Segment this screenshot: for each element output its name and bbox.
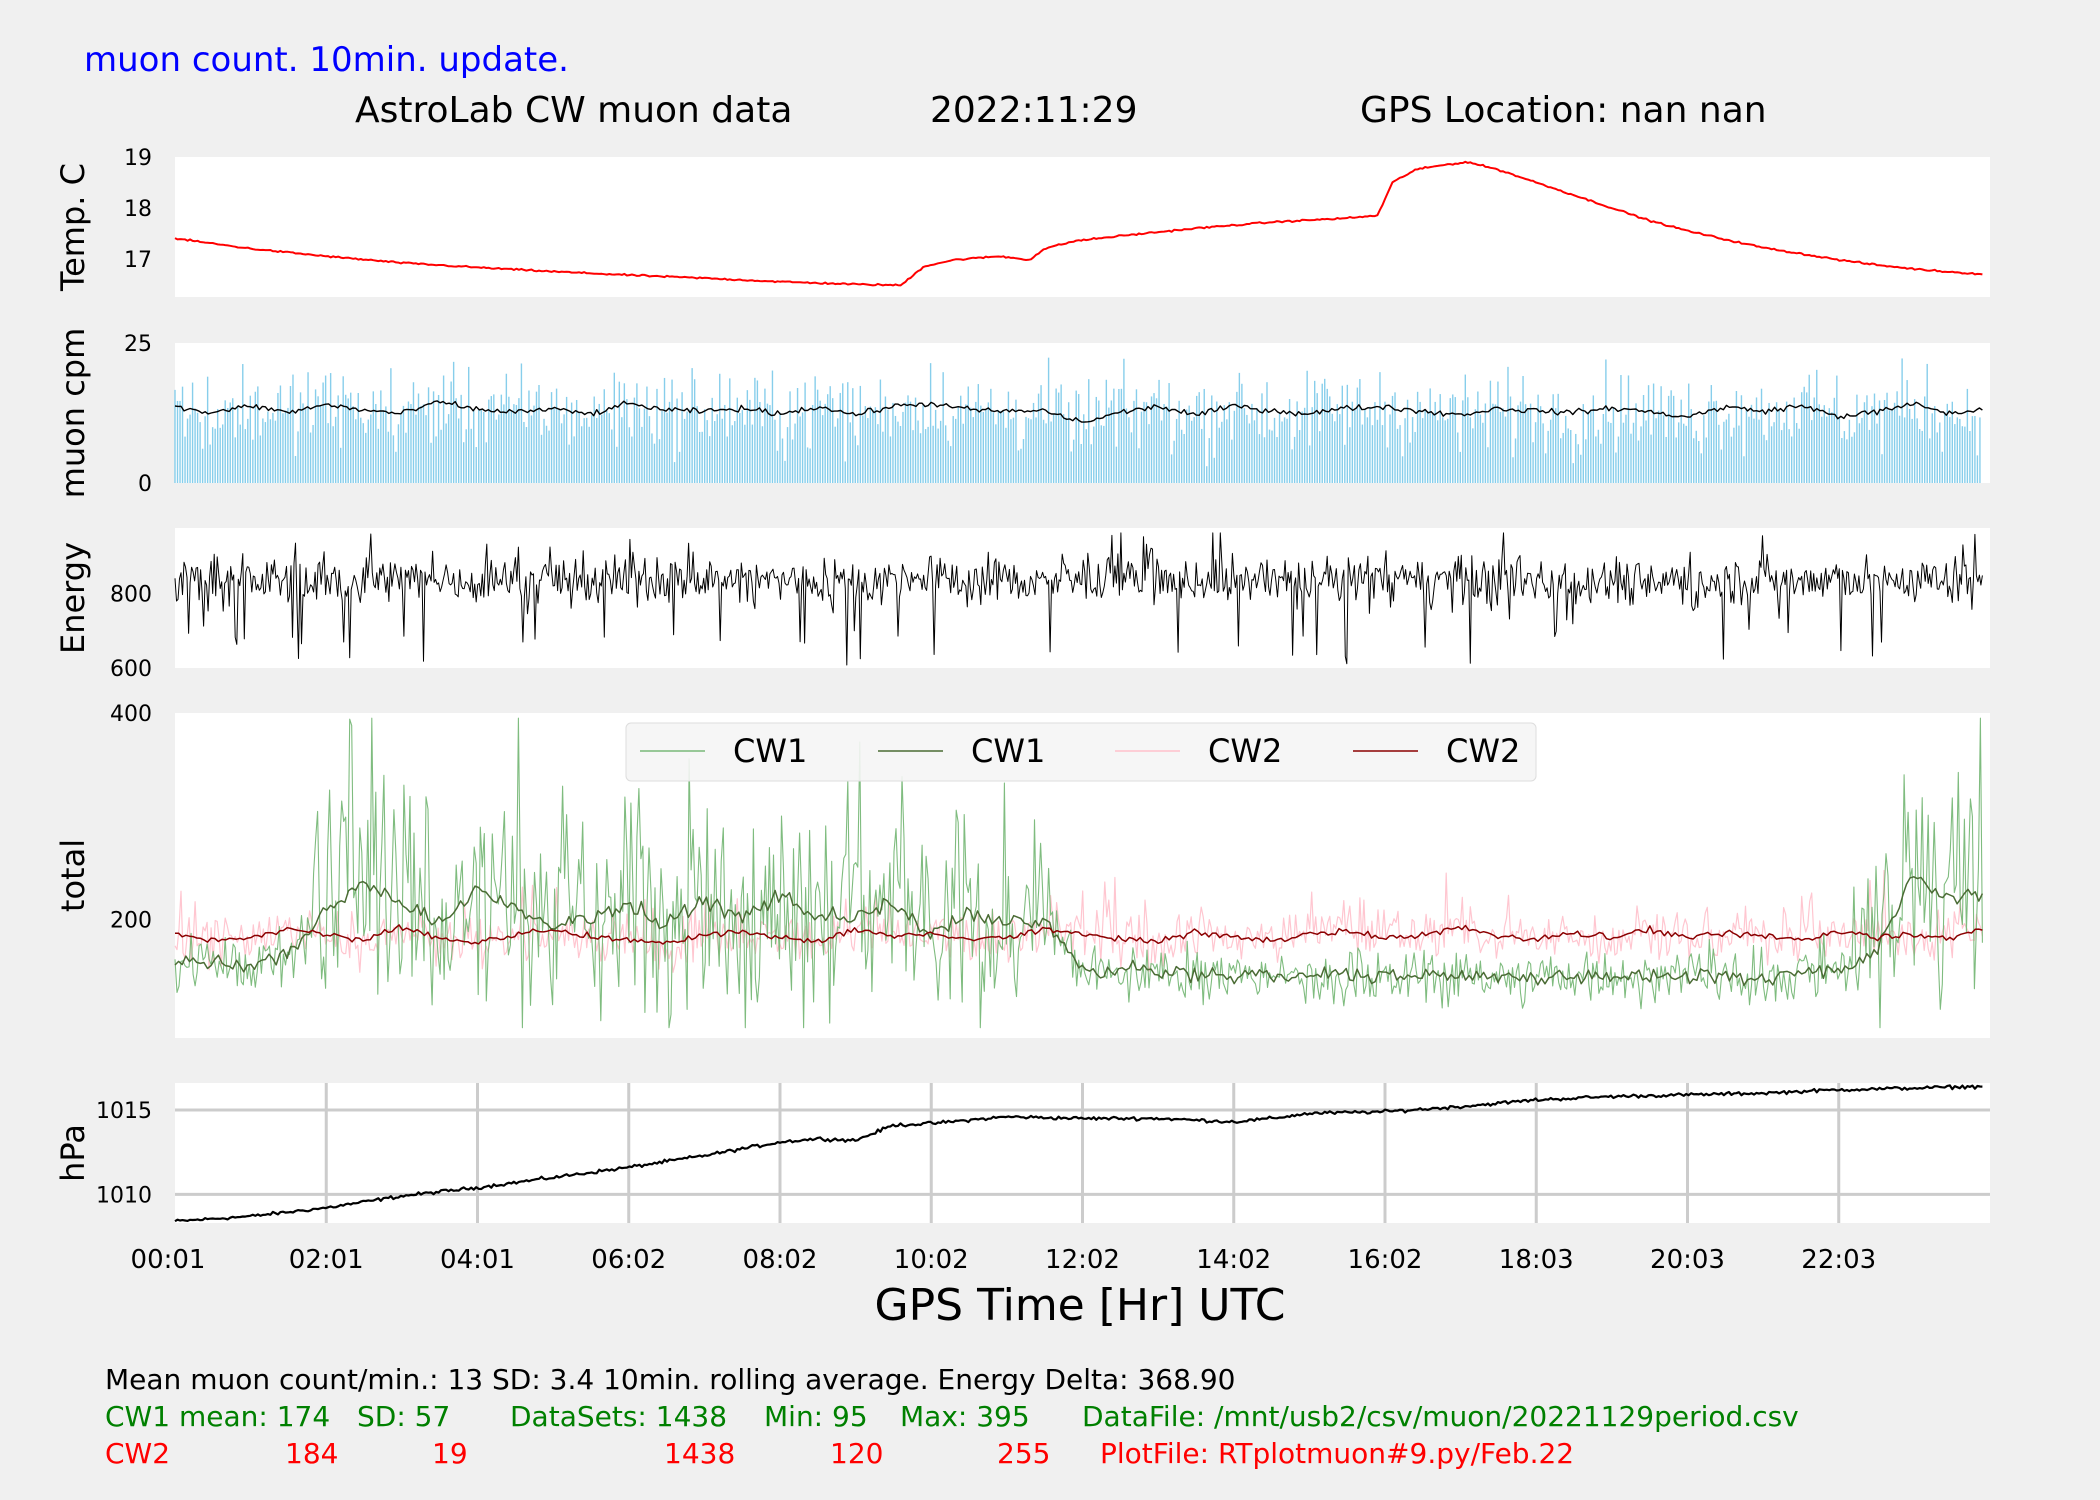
gps-location: GPS Location: nan nan xyxy=(1360,90,1767,131)
cw1-datasets: DataSets: 1438 xyxy=(510,1400,728,1433)
muon-cpm-panel xyxy=(175,343,1990,483)
x-axis-title: GPS Time [Hr] UTC xyxy=(874,1280,1286,1331)
x-tick-label: 14:02 xyxy=(1196,1245,1271,1275)
x-tick-label: 08:02 xyxy=(743,1245,818,1275)
legend-label: CW1 xyxy=(733,732,807,770)
cw1-average-series xyxy=(174,876,1984,987)
x-tick-label: 04:01 xyxy=(440,1245,515,1275)
x-tick-label: 00:01 xyxy=(131,1245,206,1275)
cw2-average-series xyxy=(174,924,1983,945)
total-legend: CW1 CW1 CW2 CW2 xyxy=(625,722,1537,782)
cw2-label: CW2 xyxy=(105,1437,171,1470)
pressure-ylabel: hPa xyxy=(54,1124,92,1182)
energy-panel xyxy=(175,528,1990,668)
muon-cpm-ylabel: muon cpm xyxy=(54,328,92,499)
cw2-plotfile: PlotFile: RTplotmuon#9.py/Feb.22 xyxy=(1100,1437,1575,1470)
pressure-ytick: 1010 xyxy=(96,1183,152,1208)
energy-ytick: 600 xyxy=(110,657,152,682)
muon-cpm-ytick: 25 xyxy=(124,332,152,357)
energy-series xyxy=(174,532,1983,666)
temp-ytick: 18 xyxy=(124,197,152,222)
cw1-max: Max: 395 xyxy=(900,1400,1030,1433)
pressure-series xyxy=(174,1084,1983,1223)
muon-rolling-average xyxy=(174,400,1983,423)
cw2-datasets: 1438 xyxy=(664,1437,736,1470)
x-tick-label: 22:03 xyxy=(1801,1245,1876,1275)
total-ylabel: total xyxy=(54,839,92,912)
temp-plot-area xyxy=(175,157,1990,297)
temp-ytick: 19 xyxy=(124,146,152,171)
total-ytick: 400 xyxy=(110,702,152,727)
energy-plot-area xyxy=(175,528,1990,668)
muon-cpm-plot-area xyxy=(175,343,1990,483)
cw1-sd: SD: 57 xyxy=(357,1400,451,1433)
temp-ylabel: Temp. C xyxy=(54,163,92,292)
x-tick-label: 12:02 xyxy=(1045,1245,1120,1275)
cw1-min: Min: 95 xyxy=(764,1400,868,1433)
x-tick-label: 10:02 xyxy=(894,1245,969,1275)
muon-count-bars xyxy=(174,357,1981,483)
temperature-series xyxy=(174,160,1983,287)
legend-label: CW2 xyxy=(1208,732,1282,770)
temp-panel xyxy=(175,157,1990,297)
x-tick-label: 16:02 xyxy=(1348,1245,1423,1275)
pressure-ytick: 1015 xyxy=(96,1099,152,1124)
energy-ytick: 800 xyxy=(110,582,152,607)
total-ytick: 200 xyxy=(110,908,152,933)
cw2-min: 120 xyxy=(830,1437,884,1470)
cw2-raw-series xyxy=(174,869,1983,973)
cw1-raw-series xyxy=(174,717,1983,1029)
legend-box xyxy=(625,722,1537,782)
update-note: muon count. 10min. update. xyxy=(84,40,569,80)
x-tick-label: 18:03 xyxy=(1499,1245,1574,1275)
stats-line-summary: Mean muon count/min.: 13 SD: 3.4 10min. … xyxy=(105,1363,1236,1396)
legend-label: CW1 xyxy=(971,732,1045,770)
legend-label: CW2 xyxy=(1446,732,1520,770)
cw1-mean: CW1 mean: 174 xyxy=(105,1400,331,1433)
energy-ylabel: Energy xyxy=(54,542,92,654)
x-tick-label: 06:02 xyxy=(591,1245,666,1275)
cw2-mean: 184 xyxy=(285,1437,339,1470)
temp-ytick: 17 xyxy=(124,248,152,273)
cw1-datafile: DataFile: /mnt/usb2/csv/muon/20221129per… xyxy=(1082,1400,1799,1433)
chart-date: 2022:11:29 xyxy=(930,90,1138,131)
cw2-sd: 19 xyxy=(432,1437,468,1470)
cw2-max: 255 xyxy=(997,1437,1051,1470)
x-tick-label: 20:03 xyxy=(1650,1245,1725,1275)
x-tick-label: 02:01 xyxy=(289,1245,364,1275)
chart-title: AstroLab CW muon data xyxy=(355,90,793,131)
muon-cpm-ytick: 0 xyxy=(138,472,152,497)
